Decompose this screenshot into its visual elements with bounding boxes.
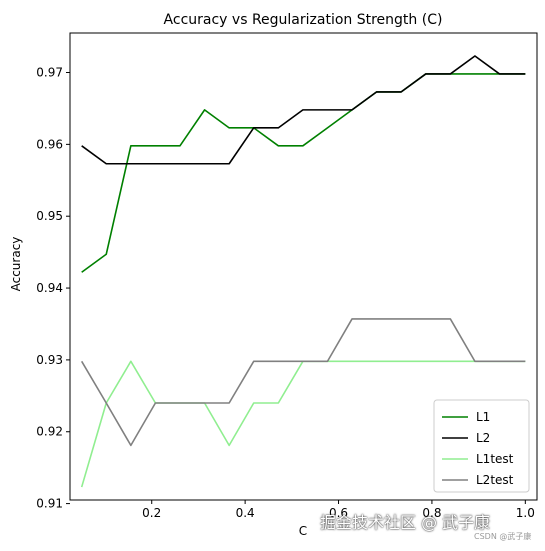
y-tick-label: 0.93 (36, 353, 63, 367)
x-tick-label: 0.4 (236, 506, 255, 520)
x-tick-label: 0.8 (422, 506, 441, 520)
watermark-text: 掘金技术社区 @ 武子康 (320, 513, 491, 532)
legend-label-l1test: L1test (476, 452, 514, 466)
x-axis-label: C (299, 524, 307, 538)
legend-box (433, 399, 530, 493)
series-line-l2 (81, 55, 526, 165)
series-line-l2test (80, 318, 526, 447)
series-line-l1 (81, 73, 526, 273)
watermark-small-text: CSDN @武子康 (474, 532, 532, 541)
y-tick-label: 0.92 (36, 425, 63, 439)
x-tick-label: 0.2 (142, 506, 161, 520)
legend-label-l2test: L2test (476, 473, 514, 487)
y-tick-label: 0.96 (36, 137, 63, 151)
plot-frame (69, 32, 538, 501)
x-tick-label: 0.6 (329, 506, 348, 520)
y-tick-label: 0.97 (36, 66, 63, 80)
legend-label-l2: L2 (476, 431, 490, 445)
y-tick-label: 0.91 (36, 497, 63, 511)
y-tick-label: 0.94 (36, 281, 63, 295)
y-tick-label: 0.95 (36, 209, 63, 223)
plot-area: 0.91 0.92 0.93 0.94 0.95 0.96 0.97 0.2 0.4 0.6 0.8… (36, 32, 538, 520)
x-tick-label: 1.0 (516, 506, 535, 520)
chart-title: Accuracy vs Regularization Strength (C) (164, 12, 443, 28)
y-axis-label: Accuracy (9, 237, 23, 292)
legend: L1 L2 L1test L2test (433, 399, 530, 493)
legend-label-l1: L1 (476, 410, 490, 424)
